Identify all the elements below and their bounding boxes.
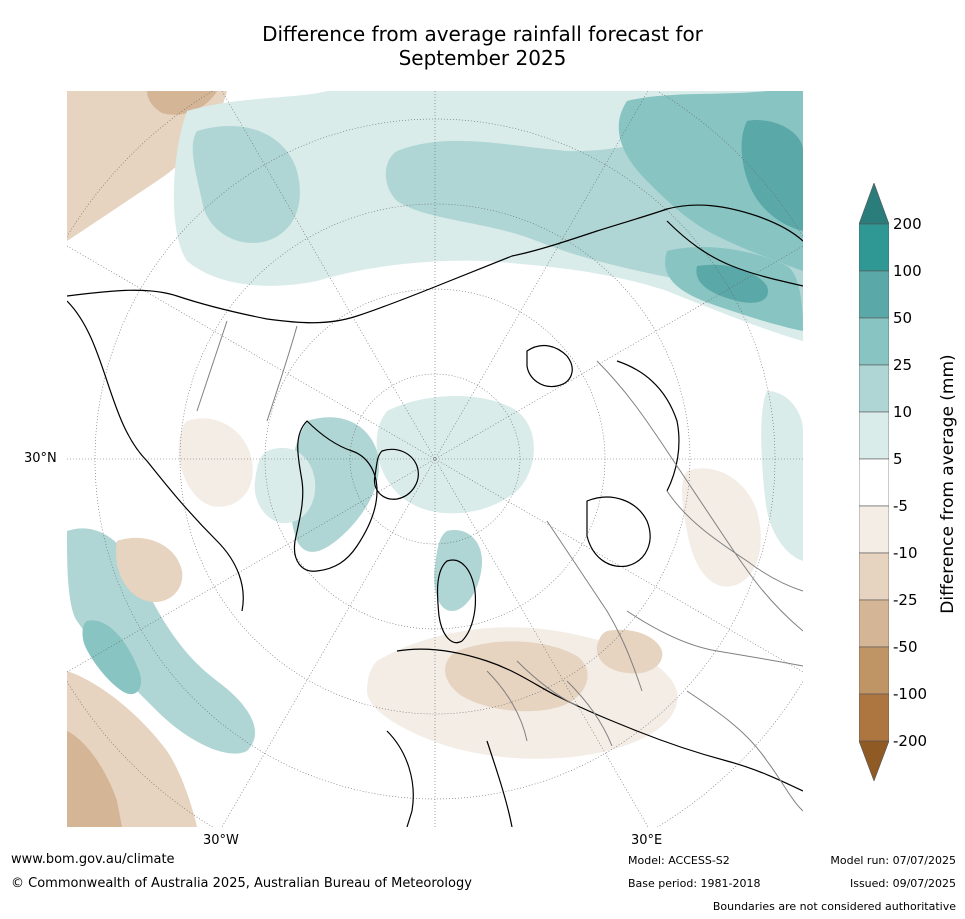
- colorbar-segment: [859, 599, 889, 648]
- colorbar-tick-label: 200: [893, 215, 922, 233]
- colorbar-segment: [859, 646, 889, 695]
- anomaly-area-wet-pacific: [67, 528, 256, 754]
- footer-issued: Issued: 09/07/2025: [849, 877, 956, 890]
- anomaly-area-wet-siberia-core: [696, 264, 768, 303]
- colorbar-tick-label: 50: [893, 309, 913, 327]
- rainfall-anomaly-map: [67, 91, 803, 827]
- colorbar-tick-label: -25: [893, 591, 918, 609]
- colorbar-tick-label: 100: [893, 262, 922, 280]
- title-line-2: September 2025: [398, 46, 567, 70]
- footer-model-run: Model run: 07/07/2025: [830, 854, 956, 867]
- colorbar-tick-label: -50: [893, 638, 918, 656]
- colorbar-segment: [859, 270, 889, 319]
- colorbar-tick-label: -100: [893, 685, 928, 703]
- footer-base-period: Base period: 1981-2018: [628, 877, 761, 890]
- footer-model: Model: ACCESS-S2: [628, 854, 730, 867]
- footer-copyright: © Commonwealth of Australia 2025, Austra…: [11, 876, 472, 891]
- colorbar-segment: [859, 552, 889, 601]
- colorbar-tick-label: -10: [893, 544, 918, 562]
- title-line-1: Difference from average rainfall forecas…: [262, 22, 703, 46]
- colorbar-tick-label: 10: [893, 403, 913, 421]
- anomaly-area-wet-pacific-core: [82, 620, 142, 695]
- colorbar-segment: [859, 317, 889, 366]
- anomaly-area-wet-northeast-core: [741, 120, 803, 231]
- anomaly-area-dry-central-america: [178, 418, 253, 507]
- anomaly-area-wet-arctic: [376, 396, 534, 514]
- anomaly-area-dry-pacific-core: [67, 731, 122, 827]
- footer-disclaimer: Boundaries are not considered authoritat…: [712, 900, 956, 913]
- longitude-label-30w: 30°W: [203, 833, 239, 848]
- anomaly-area-dry-america: [116, 537, 183, 602]
- anomaly-area-wet-scandinavia: [434, 530, 482, 611]
- colorbar: [859, 183, 889, 781]
- anomaly-area-wet-east: [761, 391, 803, 561]
- colorbar-tick-label: -5: [893, 497, 908, 515]
- footer-url: www.bom.gov.au/climate: [11, 852, 175, 867]
- colorbar-under-triangle: [859, 740, 889, 781]
- colorbar-tick-label: 25: [893, 356, 913, 374]
- latitude-label-30n: 30°N: [24, 451, 57, 466]
- colorbar-tick-label: -200: [893, 732, 928, 750]
- colorbar-segment: [859, 458, 889, 507]
- anomaly-area-dry-northwest-core: [147, 91, 217, 115]
- colorbar-tick-label: 5: [893, 450, 903, 468]
- colorbar-segment: [859, 223, 889, 272]
- coastlines: [67, 204, 803, 827]
- country-borders: [196, 320, 803, 812]
- colorbar-segment: [859, 364, 889, 413]
- anomaly-area-wet-north-medium: [192, 125, 300, 243]
- anomaly-area-wet-greenland: [289, 417, 379, 552]
- colorbar-title: Difference from average (mm): [938, 354, 958, 614]
- colorbar-over-triangle: [859, 183, 889, 225]
- anomaly-area-dry-east-europe: [596, 629, 663, 674]
- colorbar-segment: [859, 505, 889, 554]
- colorbar-segment: [859, 693, 889, 742]
- anomaly-area-wet-canada: [254, 447, 316, 524]
- colorbar-segment: [859, 411, 889, 460]
- map-title: Difference from average rainfall forecas…: [0, 22, 965, 70]
- graticule: [67, 91, 803, 827]
- longitude-label-30e: 30°E: [631, 833, 663, 848]
